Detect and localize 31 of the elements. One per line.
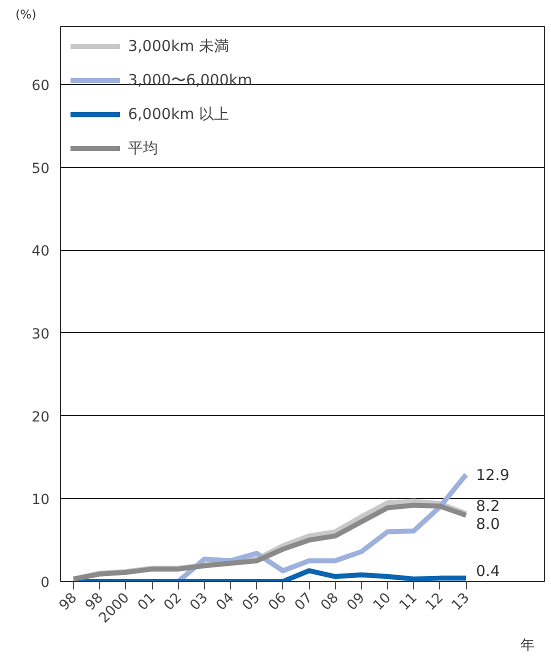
y-tick-label: 60 bbox=[32, 78, 50, 94]
x-axis-title: 年 bbox=[520, 638, 534, 654]
x-tick-label: 12 bbox=[422, 590, 447, 614]
y-tick-label: 40 bbox=[32, 244, 50, 260]
x-tick-label: 98 bbox=[56, 590, 80, 614]
y-tick-label: 0 bbox=[40, 575, 50, 591]
x-tick-label: 11 bbox=[396, 590, 420, 614]
x-tick-label: 13 bbox=[448, 590, 473, 614]
legend-label: 6,000km 以上 bbox=[128, 104, 230, 124]
legend-label: 3,000km 未満 bbox=[128, 36, 230, 56]
x-tick-label: 05 bbox=[240, 590, 264, 614]
legend-label: 平均 bbox=[128, 138, 158, 158]
data-label: 8.2 bbox=[476, 496, 500, 515]
x-tick-label: 01 bbox=[134, 590, 159, 614]
x-tick-label: 03 bbox=[187, 590, 212, 614]
x-tick-label: 07 bbox=[292, 590, 316, 614]
y-tick-label: 50 bbox=[32, 160, 50, 177]
data-label: 8.0 bbox=[476, 514, 500, 533]
data-label: 0.4 bbox=[476, 562, 500, 580]
x-tick-label: 09 bbox=[344, 590, 368, 614]
y-tick-label: 10 bbox=[32, 492, 50, 508]
data-label: 12.9 bbox=[476, 466, 510, 484]
x-tick-label: 04 bbox=[213, 590, 238, 614]
x-tick-label: 06 bbox=[266, 590, 290, 614]
y-tick-label: 20 bbox=[32, 409, 50, 426]
y-tick-label: 30 bbox=[32, 326, 50, 342]
y-axis-title: (%) bbox=[16, 8, 36, 22]
x-tick-label: 08 bbox=[318, 590, 342, 614]
legend-label: 3,000〜6,000km bbox=[128, 70, 252, 90]
x-tick-label: 02 bbox=[161, 590, 185, 614]
x-tick-label: 10 bbox=[370, 590, 394, 614]
